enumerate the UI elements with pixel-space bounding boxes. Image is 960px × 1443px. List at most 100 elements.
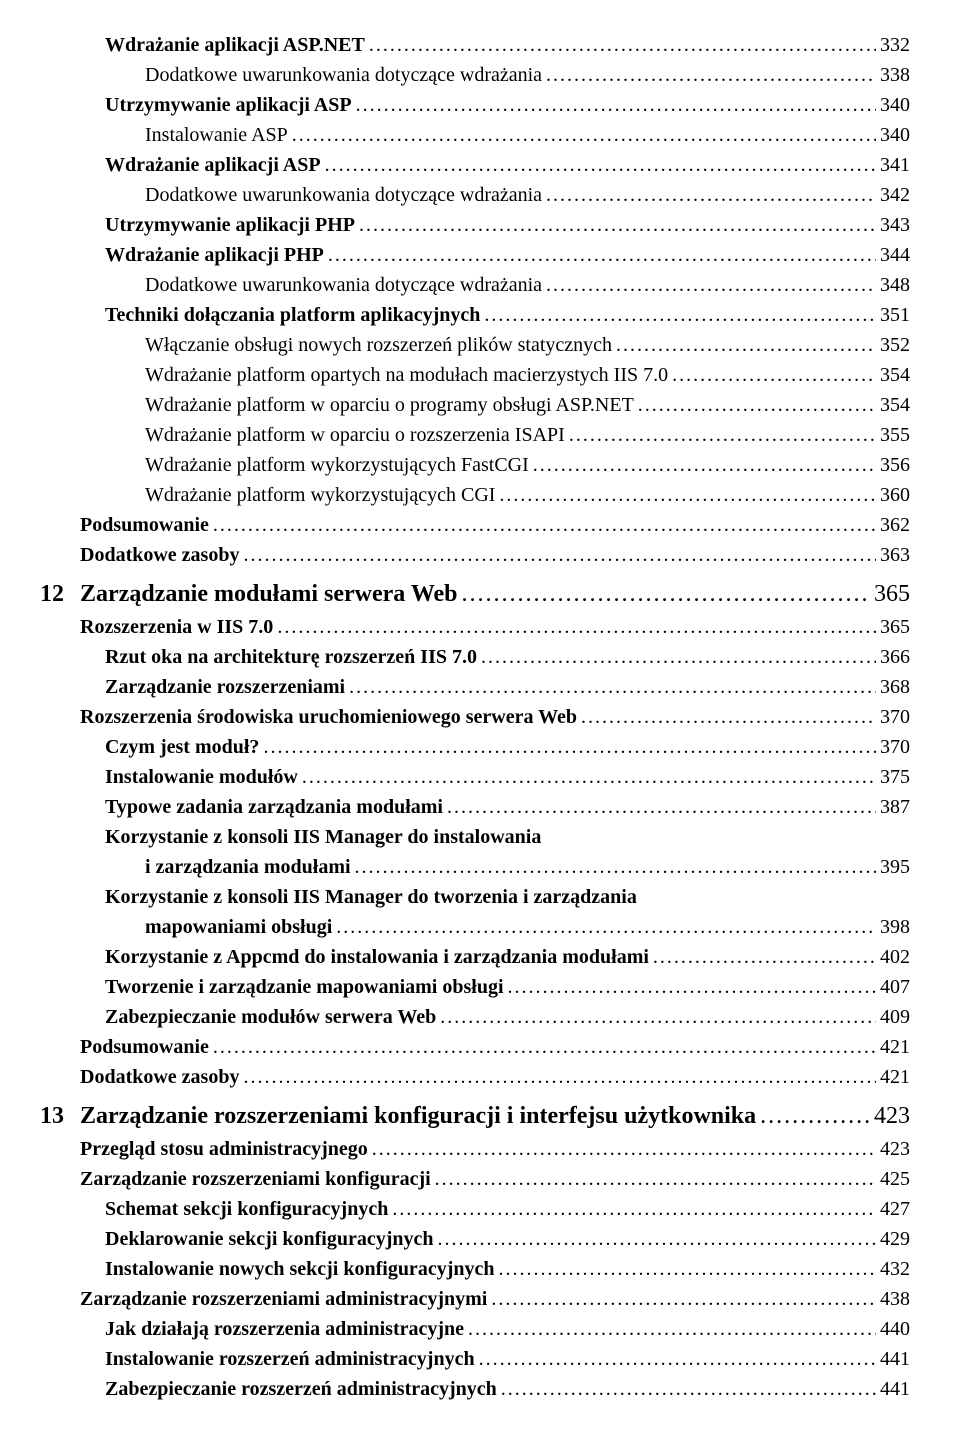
toc-entry-page: 354 (880, 360, 910, 390)
toc-chapter-page: 423 (874, 1098, 910, 1134)
toc-entry-label: Wdrażanie platform wykorzystujących Fast… (145, 450, 529, 480)
toc-entry-page: 365 (880, 612, 910, 642)
toc-entry: Wdrażanie platform wykorzystujących Fast… (40, 450, 910, 480)
toc-entry-page: 398 (880, 912, 910, 942)
toc-entry: Podsumowanie362 (40, 510, 910, 540)
toc-entry-label: Utrzymywanie aplikacji PHP (105, 210, 355, 240)
toc-entry: Jak działają rozszerzenia administracyjn… (40, 1314, 910, 1344)
toc-entry-label: Dodatkowe zasoby (80, 1062, 239, 1092)
toc-leader-dots (498, 1254, 876, 1284)
toc-entry: Rzut oka na architekturę rozszerzeń IIS … (40, 642, 910, 672)
toc-entry: Zarządzanie rozszerzeniami 368 (40, 672, 910, 702)
toc-entry-page: 340 (880, 120, 910, 150)
toc-entry: Zarządzanie rozszerzeniami konfiguracji4… (40, 1164, 910, 1194)
toc-entry: Zabezpieczanie rozszerzeń administracyjn… (40, 1374, 910, 1404)
toc-entry: Utrzymywanie aplikacji ASP340 (40, 90, 910, 120)
toc-entry-label: Zabezpieczanie modułów serwera Web (105, 1002, 436, 1032)
toc-leader-dots (435, 1164, 876, 1194)
toc-entry: Dodatkowe zasoby363 (40, 540, 910, 570)
toc-entry-label: Instalowanie nowych sekcji konfiguracyjn… (105, 1254, 494, 1284)
toc-entry: Wdrażanie platform w oparciu o rozszerze… (40, 420, 910, 450)
toc-leader-dots (372, 1134, 876, 1164)
toc-leader-dots (462, 576, 870, 612)
toc-chapter-label: Zarządzanie rozszerzeniami konfiguracji … (80, 1098, 756, 1134)
toc-entry: Wdrażanie platform wykorzystujących CGI 3… (40, 480, 910, 510)
toc-entry-label: Czym jest moduł? (105, 732, 259, 762)
toc-entry-label: Zarządzanie rozszerzeniami administracyj… (80, 1284, 487, 1314)
toc-leader-dots (581, 702, 876, 732)
toc-leader-dots (533, 450, 876, 480)
toc-leader-dots (356, 90, 876, 120)
toc-entry: Rozszerzenia środowiska uruchomieniowego… (40, 702, 910, 732)
toc-leader-dots (438, 1224, 876, 1254)
toc-entry-page: 441 (880, 1374, 910, 1404)
toc-entry-label: Typowe zadania zarządzania modułami (105, 792, 443, 822)
toc-entry-page: 421 (880, 1032, 910, 1062)
toc-entry-label: Zarządzanie rozszerzeniami (105, 672, 345, 702)
toc-leader-dots (499, 480, 876, 510)
toc-entry: Wdrażanie platform w oparciu o programy … (40, 390, 910, 420)
toc-leader-dots (447, 792, 876, 822)
toc-entry-label: Podsumowanie (80, 510, 209, 540)
toc-entry-page: 407 (880, 972, 910, 1002)
toc-entry-label: Instalowanie rozszerzeń administracyjnyc… (105, 1344, 475, 1374)
toc-leader-dots (616, 330, 876, 360)
toc-entry-label: Wdrażanie aplikacji PHP (105, 240, 324, 270)
toc-entry-label: Instalowanie modułów (105, 762, 298, 792)
toc-entry: Schemat sekcji konfiguracyjnych 427 (40, 1194, 910, 1224)
toc-chapter: 12Zarządzanie modułami serwera Web365 (40, 576, 910, 612)
toc-entry: Wdrażanie platform opartych na modułach … (40, 360, 910, 390)
toc-leader-dots (481, 642, 876, 672)
toc-entry-label: Tworzenie i zarządzanie mapowaniami obsł… (105, 972, 504, 1002)
toc-entry-label: Rozszerzenia środowiska uruchomieniowego… (80, 702, 577, 732)
toc-entry-page: 355 (880, 420, 910, 450)
toc-entry-page: 368 (880, 672, 910, 702)
toc-entry-label: Dodatkowe uwarunkowania dotyczące wdraża… (145, 60, 542, 90)
toc-entry-page: 402 (880, 942, 910, 972)
toc-entry: Przegląd stosu administracyjnego423 (40, 1134, 910, 1164)
toc-entry-label: Rzut oka na architekturę rozszerzeń IIS … (105, 642, 477, 672)
toc-entry: Wdrażanie aplikacji ASP.NET332 (40, 30, 910, 60)
toc-leader-dots (302, 762, 876, 792)
toc-leader-dots (263, 732, 876, 762)
toc-leader-dots (243, 1062, 876, 1092)
toc-entry-page: 340 (880, 90, 910, 120)
toc-entry-label: Wdrażanie platform w oparciu o rozszerze… (145, 420, 565, 450)
toc-entry: Zabezpieczanie modułów serwera Web 409 (40, 1002, 910, 1032)
toc-entry: Wdrażanie aplikacji ASP341 (40, 150, 910, 180)
toc-entry: Deklarowanie sekcji konfiguracyjnych429 (40, 1224, 910, 1254)
toc-entry-page: 332 (880, 30, 910, 60)
toc-entry: Rozszerzenia w IIS 7.0 365 (40, 612, 910, 642)
toc-entry-label: Zarządzanie rozszerzeniami konfiguracji (80, 1164, 431, 1194)
toc-entry-label: Rozszerzenia w IIS 7.0 (80, 612, 273, 642)
toc-page: Wdrażanie aplikacji ASP.NET332Dodatkowe … (0, 0, 960, 1443)
toc-leader-dots (355, 852, 876, 882)
toc-entry-label-line1: Korzystanie z konsoli IIS Manager do two… (40, 882, 910, 912)
toc-leader-dots (213, 510, 876, 540)
toc-entry-page: 395 (880, 852, 910, 882)
toc-entry-multiline: Korzystanie z konsoli IIS Manager do ins… (40, 822, 910, 882)
toc-leader-dots (277, 612, 876, 642)
toc-entry-page: 352 (880, 330, 910, 360)
toc-entry-page: 423 (880, 1134, 910, 1164)
toc-entry-label: Schemat sekcji konfiguracyjnych (105, 1194, 388, 1224)
toc-entry: Zarządzanie rozszerzeniami administracyj… (40, 1284, 910, 1314)
toc-entry-page: 409 (880, 1002, 910, 1032)
toc-entry-page: 354 (880, 390, 910, 420)
toc-entry: Instalowanie ASP340 (40, 120, 910, 150)
toc-leader-dots (672, 360, 876, 390)
toc-entry: Instalowanie modułów375 (40, 762, 910, 792)
toc-leader-dots (243, 540, 876, 570)
toc-leader-dots (546, 270, 876, 300)
toc-chapter-label: Zarządzanie modułami serwera Web (80, 576, 458, 612)
toc-entry-page: 360 (880, 480, 910, 510)
toc-entry-label: Wdrażanie platform wykorzystujących CGI (145, 480, 495, 510)
toc-entry-label: Dodatkowe zasoby (80, 540, 239, 570)
toc-leader-dots (638, 390, 876, 420)
toc-entry-page: 427 (880, 1194, 910, 1224)
toc-entry-label: Wdrażanie platform w oparciu o programy … (145, 390, 634, 420)
toc-entry-page: 370 (880, 702, 910, 732)
toc-leader-dots (292, 120, 876, 150)
toc-entry-label: Techniki dołączania platform aplikacyjny… (105, 300, 480, 330)
toc-entry-label: Dodatkowe uwarunkowania dotyczące wdraża… (145, 270, 542, 300)
